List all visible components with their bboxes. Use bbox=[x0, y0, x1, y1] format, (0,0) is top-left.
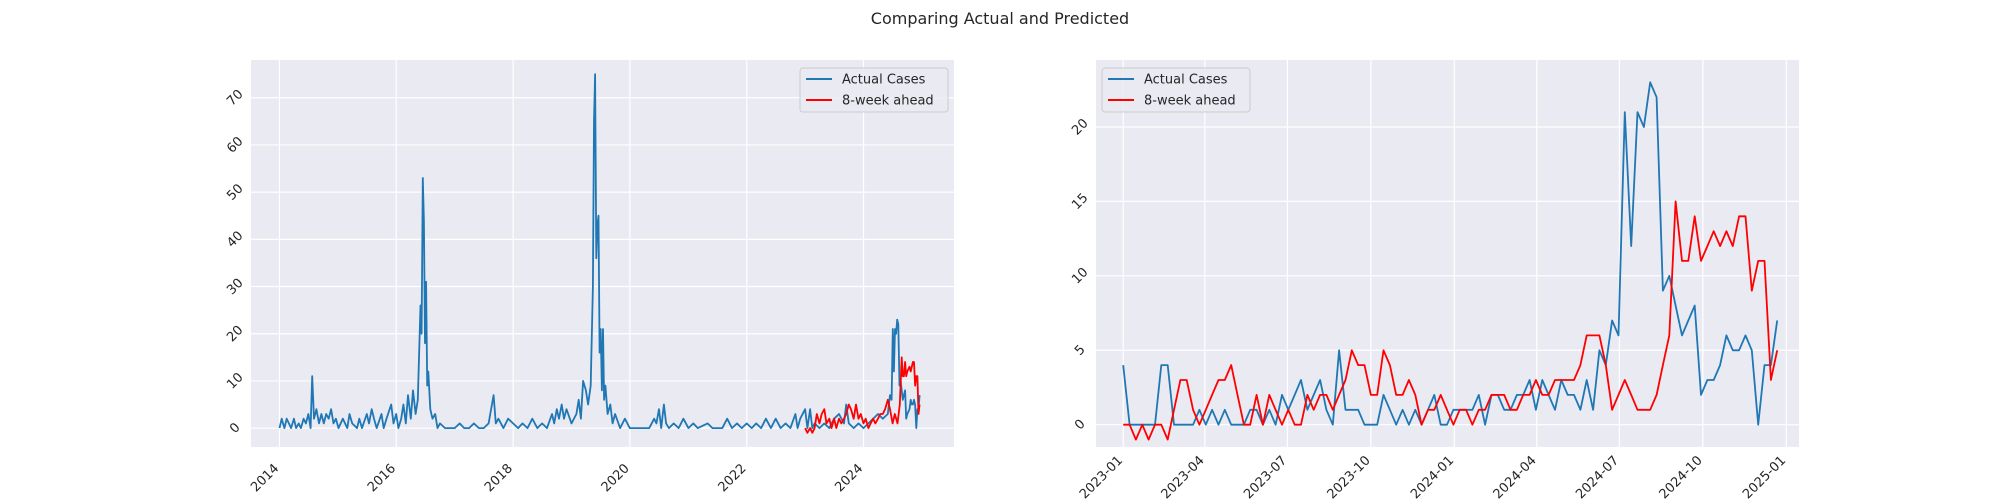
x-tick-label: 2024 bbox=[832, 461, 866, 495]
figure-title: Comparing Actual and Predicted bbox=[871, 9, 1129, 28]
legend-label-predicted-left: 8-week ahead bbox=[842, 94, 934, 109]
y-tick-label: 15 bbox=[1069, 191, 1091, 213]
legend-left: Actual Cases 8-week ahead bbox=[799, 67, 949, 113]
x-tick-label: 2025-01 bbox=[1740, 453, 1789, 500]
y-tick-label: 0 bbox=[1072, 417, 1088, 433]
series-left bbox=[278, 73, 921, 434]
legend-label-predicted-right: 8-week ahead bbox=[1144, 94, 1236, 109]
x-tick-label: 2020 bbox=[599, 461, 633, 495]
x-tick-label: 2023-04 bbox=[1159, 453, 1208, 500]
legend-right: Actual Cases 8-week ahead bbox=[1101, 67, 1251, 113]
x-tick-label: 2014 bbox=[248, 461, 282, 495]
x-tick-label: 2018 bbox=[482, 461, 516, 495]
x-tick-label: 2024-04 bbox=[1491, 453, 1540, 500]
y-tick-label: 70 bbox=[224, 87, 246, 109]
x-tick-label: 2023-01 bbox=[1077, 453, 1126, 500]
chart-left: 2014 2016 2018 2020 2022 2024010203040506070 … bbox=[224, 60, 954, 495]
series-line-8-week-ahead bbox=[804, 356, 921, 434]
chart-right: 2023-01 2023-04 2023-07 2023-10 2024-01 2024-… bbox=[1069, 60, 1799, 502]
y-tick-label: 20 bbox=[224, 323, 246, 345]
series-line-8-week-ahead bbox=[1123, 200, 1779, 441]
legend-frame-right bbox=[1101, 67, 1251, 113]
y-tick-label: 10 bbox=[1069, 265, 1091, 287]
x-tick-label: 2024-01 bbox=[1408, 453, 1457, 500]
series-line-actual-cases bbox=[278, 73, 921, 430]
grid-left bbox=[251, 60, 954, 447]
x-tick-label: 2023-07 bbox=[1241, 453, 1290, 500]
series-right bbox=[1122, 81, 1779, 441]
x-tick-label: 2016 bbox=[365, 461, 399, 495]
x-tick-label: 2024-07 bbox=[1573, 453, 1622, 500]
x-tick-label: 2023-10 bbox=[1325, 453, 1374, 500]
y-tick-label: 40 bbox=[224, 229, 246, 251]
y-tick-label: 10 bbox=[224, 370, 246, 392]
y-tick-label: 50 bbox=[224, 181, 246, 203]
x-tick-label: 2024-10 bbox=[1657, 453, 1706, 500]
legend-frame-left bbox=[799, 67, 949, 113]
y-tick-label: 20 bbox=[1069, 116, 1091, 138]
legend-label-actual-left: Actual Cases bbox=[842, 73, 926, 88]
x-tick-label: 2022 bbox=[716, 461, 750, 495]
y-tick-label: 5 bbox=[1072, 342, 1088, 358]
y-tick-label: 0 bbox=[227, 420, 243, 436]
plot-area-right bbox=[1096, 60, 1799, 447]
legend-label-actual-right: Actual Cases bbox=[1144, 73, 1228, 88]
y-tick-label: 30 bbox=[224, 276, 246, 298]
y-tick-label: 60 bbox=[224, 134, 246, 156]
